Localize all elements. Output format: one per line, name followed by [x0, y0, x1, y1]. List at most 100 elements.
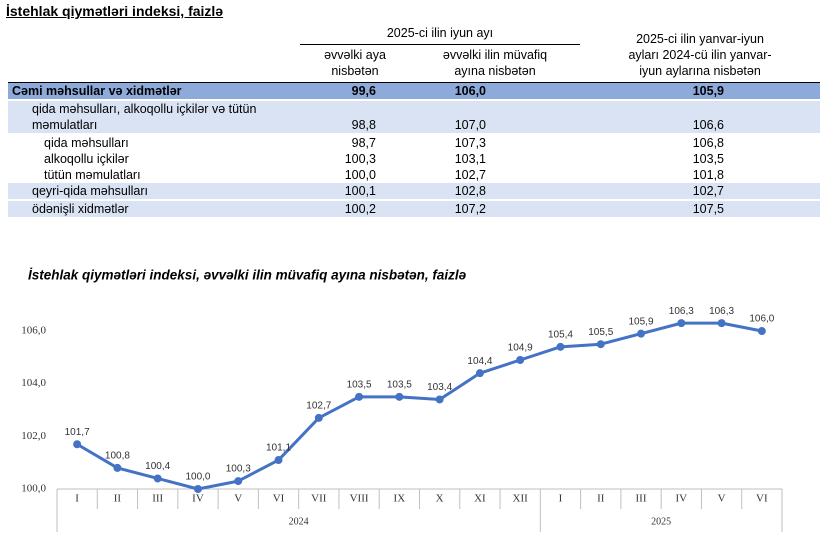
- cell: 101,8: [692, 168, 724, 182]
- table-title: İstehlak qiymətləri indeksi, faizlə: [6, 3, 224, 19]
- x-tick-label: I: [559, 493, 563, 505]
- row: Cəmi məhsullar və xidmətlər 99,6 106,0 1…: [8, 82, 820, 101]
- marker: [73, 440, 82, 449]
- row-label: ödənişli xidmətlər: [8, 200, 300, 219]
- data-label: 103,5: [347, 379, 372, 390]
- cell: 102,7: [454, 168, 486, 182]
- row: qeyri-qida məhsulları 100,1 102,8 102,7: [8, 183, 820, 201]
- header: əvvəlki aya nisbətən: [300, 44, 410, 83]
- x-tick-label: II: [114, 493, 122, 505]
- data-label: 100,0: [185, 472, 210, 483]
- y-tick-label: 102,0: [21, 430, 46, 442]
- data-label: 106,0: [749, 314, 774, 325]
- marker: [556, 342, 565, 351]
- header: 2025-ci ilin yanvar-iyun ayları 2024-cü …: [580, 25, 820, 83]
- data-label: 105,5: [588, 327, 613, 338]
- marker: [234, 477, 243, 486]
- marker: [516, 355, 525, 364]
- cell: 107,3: [454, 136, 486, 150]
- cell: 100,0: [344, 168, 376, 182]
- x-tick-label: VIII: [350, 493, 369, 505]
- x-tick-label: IX: [394, 493, 406, 505]
- row: qida məhsulları 98,7 107,3 106,8: [8, 134, 820, 151]
- y-tick-label: 104,0: [21, 377, 46, 389]
- marker: [193, 485, 202, 493]
- cell: 100,3: [344, 152, 376, 166]
- x-tick-label: III: [636, 493, 647, 505]
- row-label: qida məhsulları: [44, 136, 129, 150]
- row-label: tütün məmulatları: [44, 168, 141, 182]
- marker: [677, 319, 686, 328]
- x-tick-label: IV: [192, 493, 204, 505]
- row: alkoqollu içkilər 100,3 103,1 103,5: [8, 151, 820, 167]
- data-label: 104,9: [508, 343, 533, 354]
- y-tick-label: 100,0: [21, 483, 46, 495]
- cell: 105,9: [580, 82, 820, 101]
- group-label: 2025: [651, 516, 671, 527]
- data-label: 100,3: [226, 464, 251, 475]
- marker: [596, 340, 605, 349]
- row: qida məhsulları, alkoqollu içkilər və tü…: [8, 100, 820, 135]
- cell: 106,6: [580, 100, 820, 135]
- cell: 106,0: [410, 82, 580, 101]
- cell: 98,7: [351, 136, 376, 150]
- data-label: 101,1: [266, 443, 291, 454]
- marker: [113, 463, 122, 472]
- cell: 107,2: [410, 200, 580, 219]
- row: ödənişli xidmətlər 100,2 107,2 107,5: [8, 200, 820, 219]
- cell: 102,8: [410, 183, 580, 201]
- row-label: qida məhsulları, alkoqollu içkilər və tü…: [8, 100, 300, 135]
- y-tick-label: 106,0: [21, 325, 46, 337]
- x-tick-label: IV: [676, 493, 688, 505]
- x-tick-label: V: [718, 493, 726, 505]
- data-label: 100,8: [105, 451, 130, 462]
- cell: 98,8: [300, 100, 410, 135]
- x-tick-label: V: [234, 493, 242, 505]
- marker: [435, 395, 444, 404]
- x-tick-label: VI: [273, 493, 285, 505]
- data-label: 100,4: [145, 461, 170, 472]
- data-label: 101,7: [65, 427, 90, 438]
- marker: [637, 329, 646, 338]
- cell: 100,2: [300, 200, 410, 219]
- data-label: 105,4: [548, 329, 573, 340]
- cell: 103,1: [454, 152, 486, 166]
- cell: 100,1: [300, 183, 410, 201]
- row-label: alkoqollu içkilər: [44, 152, 129, 166]
- data-label: 104,4: [467, 356, 492, 367]
- marker: [153, 474, 162, 483]
- data-label: 102,7: [306, 401, 331, 412]
- data-label: 106,3: [669, 306, 694, 317]
- marker: [395, 392, 404, 401]
- chart-title: İstehlak qiymətləri indeksi, əvvəlki ili…: [28, 268, 467, 283]
- table: 2025-ci ilin iyun ayı 2025-ci ilin yanva…: [8, 25, 820, 219]
- marker: [274, 456, 283, 465]
- cell: 103,5: [692, 152, 724, 166]
- x-tick-label: XII: [513, 493, 529, 505]
- marker: [717, 319, 726, 328]
- data-label: 106,3: [709, 306, 734, 317]
- cell: 99,6: [300, 82, 410, 101]
- cell: 102,7: [580, 183, 820, 201]
- marker: [314, 413, 323, 422]
- cell: 107,0: [410, 100, 580, 135]
- marker: [475, 369, 484, 378]
- group-label: 2024: [289, 516, 309, 527]
- data-label: 103,4: [427, 382, 452, 393]
- x-tick-label: VI: [756, 493, 768, 505]
- cell: 107,5: [580, 200, 820, 219]
- x-tick-label: XI: [474, 493, 486, 505]
- x-tick-label: X: [436, 493, 444, 505]
- x-tick-label: III: [152, 493, 163, 505]
- x-tick-label: I: [75, 493, 79, 505]
- row-label: qeyri-qida məhsulları: [8, 183, 300, 201]
- cell: 106,8: [692, 136, 724, 150]
- x-tick-label: VII: [311, 493, 327, 505]
- data-label: 103,5: [387, 379, 412, 390]
- row: tütün məmulatları 100,0 102,7 101,8: [8, 167, 820, 183]
- marker: [355, 392, 364, 401]
- header: əvvəlki ilin müvafiq ayına nisbətən: [410, 44, 580, 83]
- header-group: 2025-ci ilin iyun ayı: [300, 25, 580, 45]
- marker: [757, 327, 766, 336]
